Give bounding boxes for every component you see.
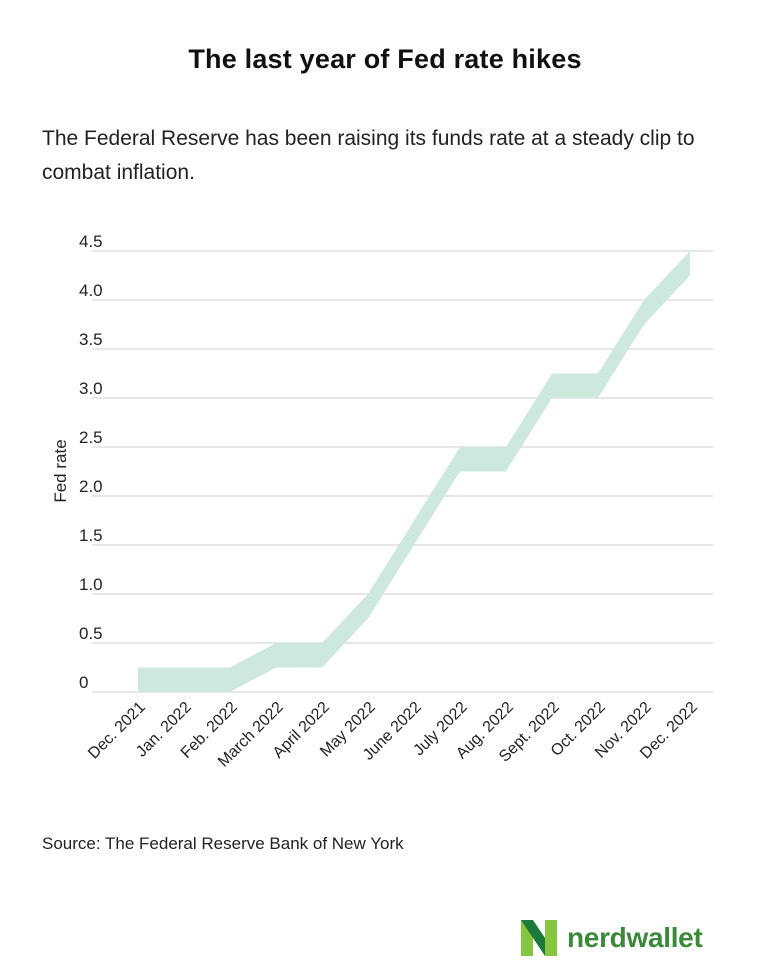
y-tick-label: 2.0 bbox=[79, 477, 103, 496]
chart-title: The last year of Fed rate hikes bbox=[188, 44, 582, 74]
y-tick-label: 2.5 bbox=[79, 428, 103, 447]
grid-lines bbox=[92, 250, 713, 693]
source-note: Source: The Federal Reserve Bank of New … bbox=[42, 834, 404, 853]
rate-band-layer bbox=[138, 251, 690, 692]
y-axis-label: Fed rate bbox=[51, 439, 70, 502]
fed-rate-band bbox=[138, 251, 690, 692]
y-tick-label: 4.0 bbox=[79, 281, 103, 300]
nerdwallet-n-logo-icon bbox=[521, 920, 557, 956]
brand-wordmark: nerdwallet bbox=[567, 922, 703, 953]
y-tick-label: 0 bbox=[79, 673, 88, 692]
y-tick-labels: 0 0.5 1.0 1.5 2.0 2.5 3.0 3.5 4.0 4.5 bbox=[79, 232, 103, 692]
y-tick-label: 1.0 bbox=[79, 575, 103, 594]
y-tick-label: 3.0 bbox=[79, 379, 103, 398]
y-tick-label: 4.5 bbox=[79, 232, 103, 251]
y-tick-label: 1.5 bbox=[79, 526, 103, 545]
y-tick-label: 3.5 bbox=[79, 330, 103, 349]
y-tick-label: 0.5 bbox=[79, 624, 103, 643]
chart-subtitle: The Federal Reserve has been raising its… bbox=[42, 127, 695, 184]
nerdwallet-brand: nerdwallet bbox=[521, 920, 703, 956]
fed-rate-chart: 0 0.5 1.0 1.5 2.0 2.5 3.0 3.5 4.0 4.5 Dec. 2021Ja… bbox=[51, 232, 713, 771]
